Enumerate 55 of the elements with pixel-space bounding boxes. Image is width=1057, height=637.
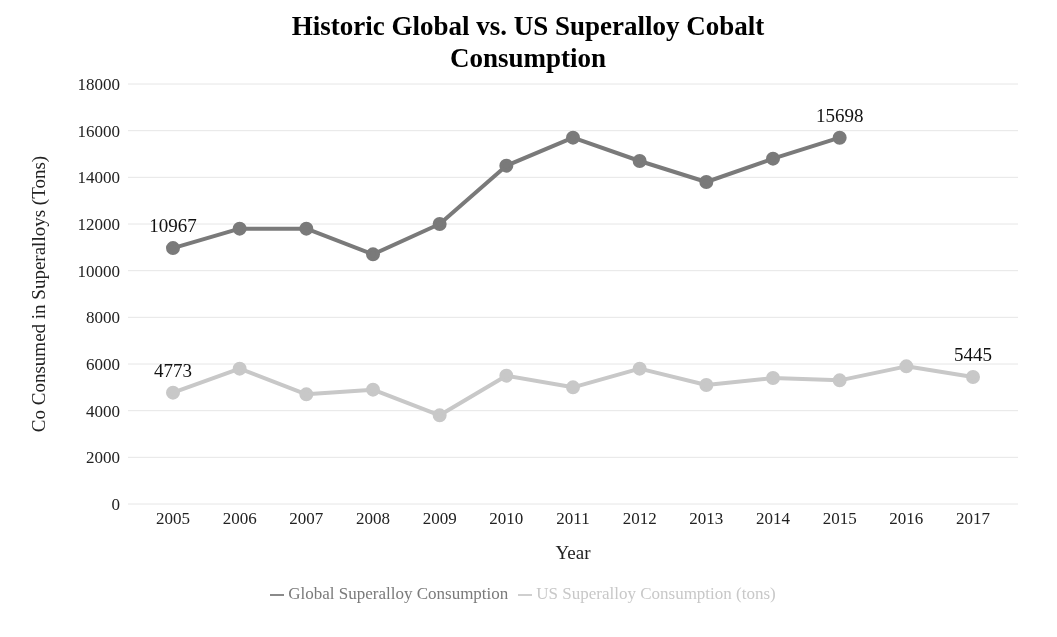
chart-title: Historic Global vs. US Superalloy Cobalt Consumption [290,10,766,74]
x-tick-label: 2013 [689,509,724,529]
point [832,130,847,145]
y-tick-label: 10000 [77,261,120,281]
point [166,241,180,256]
point [566,130,580,145]
y-tick-label: 14000 [77,168,120,188]
point [299,387,314,402]
x-tick-label: 2015 [822,509,857,529]
x-tick-label: 2008 [356,509,390,529]
y-tick-label: 4000 [86,401,120,421]
x-tick-label: 2010 [489,509,524,529]
x-tick-label: 2012 [622,509,657,529]
point [766,371,780,385]
point [766,151,780,166]
y-tick-label: 18000 [77,75,120,95]
point [232,221,247,236]
point [566,380,580,395]
point [166,385,180,400]
point [966,369,980,384]
point [832,373,847,388]
x-tick-label: 2017 [956,509,991,529]
legend-label: Global Superalloy Consumption [288,584,509,603]
point [899,359,914,374]
data-label: 10967 [149,215,197,237]
x-tick-label: 2014 [756,509,791,529]
y-tick-label: 0 [111,495,120,515]
point [366,382,380,397]
point [699,175,714,189]
point [299,221,314,236]
point [432,217,447,231]
x-tick-label: 2009 [422,509,457,529]
x-tick-label: 2016 [889,509,924,529]
y-tick-label: 2000 [86,448,120,468]
y-tick-label: 16000 [77,121,120,141]
y-tick-label: 6000 [86,355,120,375]
x-tick-label: 2007 [289,509,324,529]
point [366,247,380,262]
data-label: 4773 [154,359,192,381]
point [632,361,647,376]
y-tick-label: 8000 [86,308,120,328]
x-axis-title: Year [555,542,592,563]
data-label: 15698 [815,104,864,126]
point [232,361,247,376]
y-tick-label: 12000 [77,215,120,235]
point [699,378,714,392]
x-tick-label: 2006 [222,509,257,529]
y-axis-title: Co Consumed in Superalloys (Tons) [27,155,50,433]
x-tick-label: 2005 [156,509,190,529]
point [499,158,514,173]
point [432,408,447,423]
data-label: 5445 [954,343,992,365]
point [632,154,647,168]
x-tick-label: 2011 [556,509,590,529]
point [499,368,514,383]
